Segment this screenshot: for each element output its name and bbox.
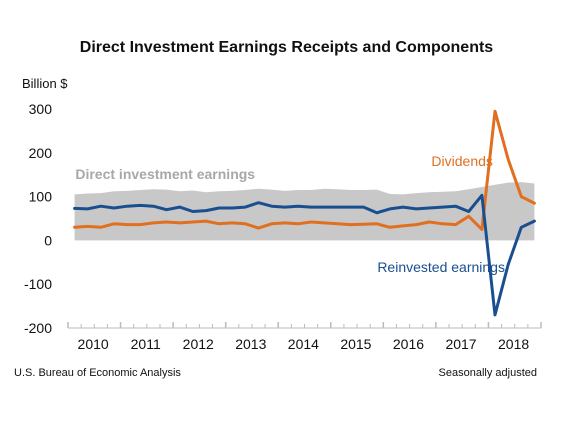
x-tick-label: 2011 <box>131 336 161 352</box>
x-tick-label: 2015 <box>340 336 371 352</box>
y-tick-label: 200 <box>29 145 53 161</box>
x-tick-label: 2016 <box>393 336 424 352</box>
x-tick-label: 2018 <box>498 336 529 352</box>
x-tick-label: 2012 <box>183 336 214 352</box>
series-line-dividends <box>73 109 536 231</box>
annotations: Direct investment earnings Dividends Reinv… <box>75 153 505 275</box>
x-tick-label: 2013 <box>235 336 266 352</box>
series-area-direct-investment-earnings <box>74 182 535 241</box>
y-tick-label: -200 <box>24 320 52 336</box>
plot-area <box>73 109 536 317</box>
footer-note: Seasonally adjusted <box>439 367 537 379</box>
series-annotation-label: Direct investment earnings <box>75 166 255 182</box>
footer-source: U.S. Bureau of Economic Analysis <box>14 367 181 379</box>
series-annotation-label: Dividends <box>431 153 492 169</box>
x-tick-label: 2014 <box>288 336 319 352</box>
x-axis: 2010 2011 2012 2013 2014 2015 2016 2017 2018 <box>67 322 542 352</box>
x-tick-label: 2017 <box>445 336 476 352</box>
y-tick-labels: 300 200 100 0 -100 -200 <box>24 101 52 336</box>
y-tick-label: 0 <box>44 232 52 248</box>
y-tick-label: -100 <box>24 276 52 292</box>
y-axis-label: Billion $ <box>22 76 68 91</box>
x-tick-label: 2010 <box>78 336 109 352</box>
chart-title: Direct Investment Earnings Receipts and … <box>80 39 494 56</box>
series-line-reinvested-earnings <box>73 193 536 317</box>
y-tick-label: 100 <box>29 189 53 205</box>
series-annotation-label: Reinvested earnings <box>377 259 505 275</box>
y-tick-label: 300 <box>29 101 53 117</box>
